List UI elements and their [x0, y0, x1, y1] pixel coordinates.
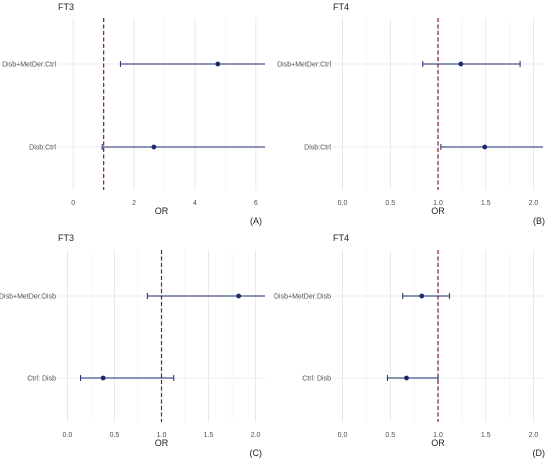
panel-d: FT4 Disb+MetDer:Disb Ctrl: Disb 0.0 0.5 1.0 1.… — [274, 233, 545, 458]
x-tick-label: 2.0 — [529, 432, 539, 439]
x-tick-label: 0.0 — [63, 432, 73, 439]
x-tick-label: 1.5 — [481, 432, 491, 439]
x-tick-label: 0 — [71, 200, 75, 207]
panel-title: FT4 — [333, 233, 349, 243]
estimate-point — [419, 293, 425, 299]
category-label: Disb+MetDer:Ctrl — [277, 62, 331, 69]
estimate-point — [236, 293, 242, 299]
panel-title: FT3 — [58, 2, 74, 12]
estimate-point — [215, 61, 221, 67]
x-tick-label: 2.0 — [251, 432, 261, 439]
x-tick-label: 0.0 — [338, 432, 348, 439]
category-label: Disb:Ctrl — [29, 145, 56, 152]
x-tick-label: 0.5 — [385, 432, 395, 439]
panel-tag: (B) — [533, 216, 545, 226]
category-label: Disb:Ctrl — [304, 145, 331, 152]
x-tick-label: 0.5 — [110, 432, 120, 439]
panel-tag: (A) — [250, 216, 262, 226]
x-axis-label: OR — [155, 438, 169, 448]
x-tick-label: 1.0 — [433, 200, 443, 207]
estimate-point — [404, 375, 409, 381]
x-tick-label: 1.5 — [204, 432, 214, 439]
x-axis-label: OR — [431, 206, 445, 216]
ci-row — [386, 375, 439, 381]
category-label: Disb+MetDer:Disb — [274, 294, 331, 301]
category-label: Ctrl: Disb — [302, 376, 331, 383]
ci-row — [101, 144, 265, 150]
category-label: Disb+MetDer:Ctrl — [2, 62, 56, 69]
estimate-point — [458, 61, 464, 67]
x-axis-label: OR — [155, 206, 169, 216]
x-tick-label: 1.5 — [481, 200, 491, 207]
ci-row — [80, 375, 175, 381]
x-tick-label: 2.0 — [529, 200, 539, 207]
ci-row — [146, 293, 265, 299]
panel-a: FT3 Disb+MetDer:Ctrl Disb:Ctrl 0 2 4 6 OR (A) — [2, 2, 265, 226]
x-tick-label: 6 — [254, 200, 258, 207]
estimate-point — [151, 144, 157, 150]
panel-tag: (D) — [533, 448, 546, 458]
x-tick-label: 2 — [132, 200, 136, 207]
category-label: Ctrl: Disb — [27, 376, 56, 383]
estimate-point — [100, 375, 106, 381]
panel-title: FT4 — [333, 2, 349, 12]
panel-c: FT3 Disb+MetDer:Disb Ctrl: Disb 0.0 0.5 1.0 1.… — [0, 233, 265, 458]
x-tick-label: 1.0 — [433, 432, 443, 439]
panel-b: FT4 Disb+MetDer:Ctrl Disb:Ctrl 0.0 0.5 1.0 1.5… — [277, 2, 545, 226]
ci-row — [422, 61, 521, 67]
estimate-point — [482, 144, 488, 150]
x-tick-label: 4 — [193, 200, 197, 207]
panel-title: FT3 — [58, 233, 74, 243]
ci-row — [440, 144, 543, 150]
x-tick-label: 0.5 — [385, 200, 395, 207]
ci-row — [402, 293, 450, 299]
x-tick-label: 0.0 — [338, 200, 348, 207]
category-label: Disb+MetDer:Disb — [0, 294, 56, 301]
x-tick-label: 1.0 — [157, 432, 167, 439]
x-axis-label: OR — [431, 438, 445, 448]
ci-row — [119, 61, 265, 67]
panel-tag: (C) — [250, 448, 263, 458]
